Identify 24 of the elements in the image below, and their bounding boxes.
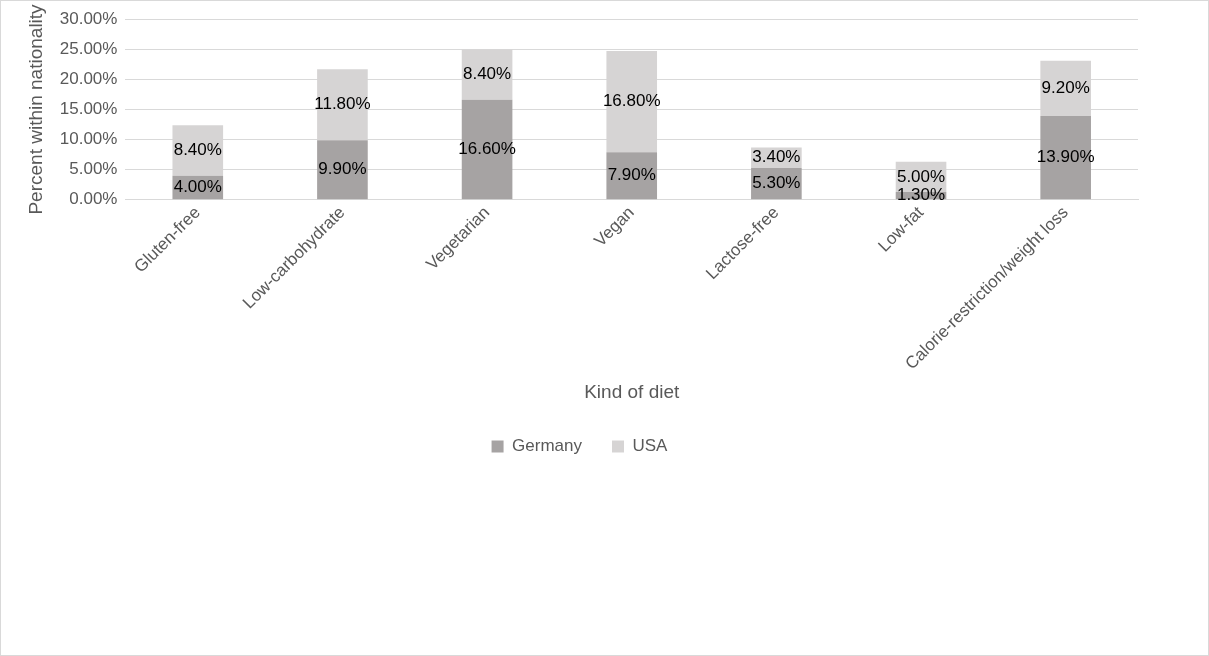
- y-axis-title: Percent within nationality: [24, 3, 46, 215]
- data-label: 4.00%: [173, 177, 222, 197]
- legend-label: Germany: [512, 436, 583, 456]
- data-label: 5.30%: [752, 173, 801, 193]
- data-label: 5.00%: [896, 166, 946, 186]
- data-label: 8.40%: [462, 64, 512, 84]
- y-tick-label: 20.00%: [59, 69, 118, 89]
- data-label: 16.80%: [602, 91, 661, 111]
- data-label: 3.40%: [752, 147, 801, 167]
- y-tick-label: 15.00%: [59, 99, 118, 119]
- data-label: 8.40%: [173, 140, 222, 160]
- data-label: 1.30%: [896, 185, 946, 205]
- x-axis-title: Kind of diet: [584, 380, 680, 402]
- data-label: 9.20%: [1041, 78, 1090, 98]
- data-label: 11.80%: [314, 94, 371, 114]
- y-tick-label: 10.00%: [59, 129, 118, 149]
- y-tick-label: 30.00%: [59, 8, 118, 28]
- data-label: 9.90%: [318, 159, 367, 179]
- y-tick-label: 25.00%: [59, 38, 118, 58]
- bar: [317, 140, 368, 200]
- data-label: 7.90%: [607, 165, 656, 185]
- legend-label: USA: [632, 436, 669, 456]
- y-tick-label: 0.00%: [69, 189, 118, 209]
- y-tick-label: 5.00%: [69, 159, 118, 179]
